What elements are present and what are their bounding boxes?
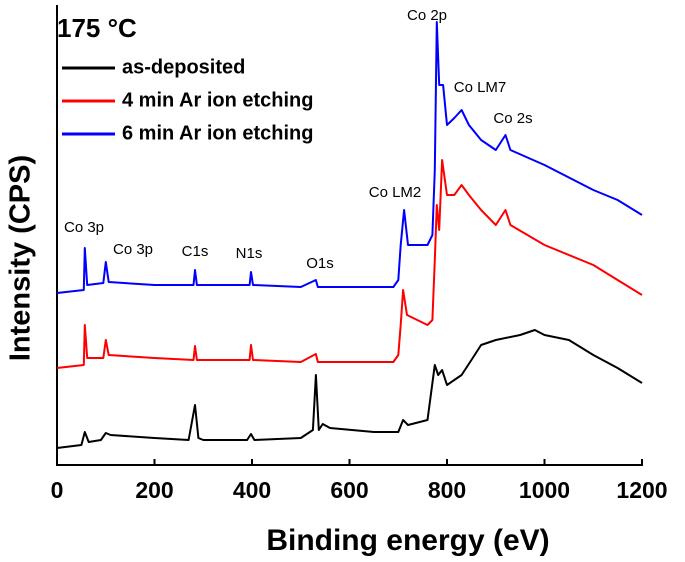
peak-label: Co 2s: [493, 110, 532, 127]
chart-title: 175 °C: [57, 13, 137, 43]
legend-label: 4 min Ar ion etching: [122, 89, 314, 111]
x-tick-label: 600: [330, 477, 368, 503]
peak-label: Co 3p: [113, 241, 153, 258]
x-tick-label: 800: [428, 477, 466, 503]
y-axis-label: Intensity (CPS): [5, 155, 37, 361]
x-tick-label: 200: [135, 477, 173, 503]
x-tick-label: 0: [51, 477, 64, 503]
series-line: [56, 159, 643, 369]
peak-label: Co 2p: [407, 7, 447, 24]
legend-label: 6 min Ar ion etching: [122, 122, 314, 144]
peak-label: Co LM7: [454, 79, 507, 96]
series-line: [56, 21, 643, 294]
peak-label: O1s: [306, 255, 334, 272]
x-axis-label: Binding energy (eV): [266, 524, 549, 557]
peak-label: N1s: [236, 245, 263, 262]
x-tick-label: 400: [233, 477, 271, 503]
x-tick-label: 1000: [519, 477, 570, 503]
peak-label: Co LM2: [369, 184, 422, 201]
x-tick-label: 1200: [616, 477, 667, 503]
series-line: [56, 329, 643, 449]
peak-label: Co 3p: [64, 219, 104, 236]
legend-label: as-deposited: [122, 56, 245, 78]
peak-label: C1s: [182, 243, 209, 260]
